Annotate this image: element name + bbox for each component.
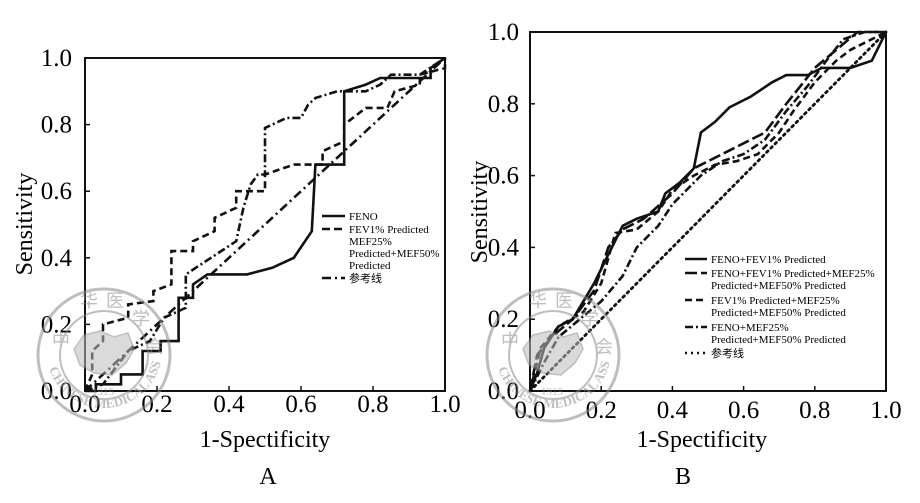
seal-map-icon — [522, 330, 584, 376]
x-tick-label-b-3: 0.6 — [728, 397, 759, 424]
seal-map-icon — [73, 330, 135, 376]
legend-label-b-3-l2: Predicted+MEF50% Predicted — [711, 334, 846, 346]
legend-label-a-2: 参考线 — [349, 271, 382, 285]
seal-char-3: 学 — [581, 309, 599, 329]
y-axis-label-b: Sensitivity — [467, 161, 493, 264]
panel-a: 0.0 0.2 0.4 0.6 0.8 1.0 0.00.20.40.60.81.0 1-… — [12, 45, 461, 490]
y-tick-label-b-4: 0.8 — [488, 91, 519, 118]
legend-label-b-2-l2: Predicted+MEF50% Predicted — [711, 307, 846, 319]
series-line-b-1 — [528, 30, 886, 392]
x-tick-label-a-5: 1.0 — [429, 391, 460, 418]
y-tick-label-a-5: 1.0 — [41, 45, 72, 72]
seal-inner-ring — [59, 310, 149, 400]
y-axis-label-a: Sensitivity — [12, 173, 38, 276]
x-tick-label-b-2: 0.4 — [657, 397, 689, 424]
seal-char-2: 医 — [555, 291, 573, 311]
x-tick-label-a-3: 0.6 — [285, 391, 316, 418]
plot-frame-a — [84, 57, 446, 392]
series-line-b-2 — [528, 30, 887, 392]
seal-char-3: 学 — [132, 309, 150, 329]
panel-b: 0.0 0.2 0.4 0.6 0.8 1.0 0.00.20.40.60.81.0 1-… — [467, 19, 902, 490]
panel-label-b: B — [675, 464, 691, 490]
x-axis-label-a: 1-Spectificity — [200, 427, 331, 453]
panel-label-a: A — [259, 464, 277, 490]
legend-label-b-1: FENO+FEV1% Predicted+MEF25% Predicted+ME… — [711, 268, 877, 292]
legend-b: FENO+FEV1% Predicted FENO+FEV1% Predicte… — [685, 254, 877, 360]
seal-char-0: 中 — [501, 331, 519, 351]
legend-label-a-1-l2: MEF25% — [349, 236, 392, 248]
seal-char-1: 华 — [529, 291, 547, 311]
legend-label-a-1: FEV1% Predicted MEF25% Predicted+MEF50% … — [349, 224, 442, 272]
series-group-b — [528, 30, 888, 393]
legend-label-b-2-l1: FEV1% Predicted+MEF25% — [711, 295, 840, 307]
seal-outer-ring — [36, 287, 172, 423]
y-tick-label-a-4: 0.8 — [41, 112, 72, 139]
legend-label-b-1-l2: Predicted+MEF50% Predicted — [711, 280, 846, 292]
x-tick-label-a-4: 0.8 — [357, 391, 388, 418]
series-line-a-3 — [84, 57, 446, 392]
watermark-seal-b: 中 华 医 学 会 1915 CHINESE MEDICAL ASSOCIATI… — [485, 287, 621, 423]
y-tick-label-a-2: 0.4 — [41, 245, 73, 272]
x-axis-label-b: 1-Spectificity — [637, 427, 768, 453]
legend-label-a-1-l3: Predicted+MEF50% — [349, 248, 440, 260]
series-line-a-0 — [85, 56, 446, 393]
x-tick-label-b-4: 0.8 — [799, 397, 830, 424]
y-tick-label-b-3: 0.6 — [488, 163, 519, 190]
legend-label-b-1-l1: FENO+FEV1% Predicted+MEF25% — [711, 268, 875, 280]
seal-char-2: 医 — [106, 291, 124, 311]
plot-frame-b — [529, 31, 887, 392]
series-line-b-3 — [528, 30, 886, 392]
x-tick-label-b-5: 1.0 — [870, 397, 901, 424]
x-tick-label-a-2: 0.4 — [213, 391, 245, 418]
watermark-seal-a: 中 华 医 学 会 1915 CHINESE MEDICAL ASSOCIATI… — [36, 287, 172, 423]
seal-char-0: 中 — [52, 331, 70, 351]
seal-outer-ring — [485, 287, 621, 423]
series-line-a-1 — [83, 58, 447, 392]
legend-label-b-3: FENO+MEF25% Predicted+MEF50% Predicted — [711, 322, 846, 346]
legend-label-a-0: FENO — [349, 211, 378, 223]
seal-char-4: 会 — [146, 337, 164, 357]
seal-year: 1915 — [541, 386, 564, 398]
y-tick-label-b-5: 1.0 — [488, 19, 519, 46]
legend-label-b-3-l1: FENO+MEF25% — [711, 322, 789, 334]
legend-label-a-1-l1: FEV1% Predicted — [349, 224, 429, 236]
legend-label-b-0: FENO+FEV1% Predicted — [711, 254, 826, 266]
seal-char-4: 会 — [595, 337, 613, 357]
y-tick-label-b-2: 0.4 — [488, 234, 520, 261]
seal-inner-ring — [508, 310, 598, 400]
y-ticks-b: 0.00.20.40.60.81.0 — [488, 19, 535, 405]
seal-char-1: 华 — [80, 291, 98, 311]
legend-label-b-4: 参考线 — [711, 346, 744, 360]
legend-a: FENO FEV1% Predicted MEF25% Predicted+ME… — [322, 211, 442, 285]
y-tick-label-a-3: 0.6 — [41, 178, 72, 205]
legend-label-b-2: FEV1% Predicted+MEF25% Predicted+MEF50% … — [711, 295, 846, 319]
legend-label-a-1-l4: Predicted — [349, 260, 391, 272]
seal-year: 1915 — [92, 386, 115, 398]
